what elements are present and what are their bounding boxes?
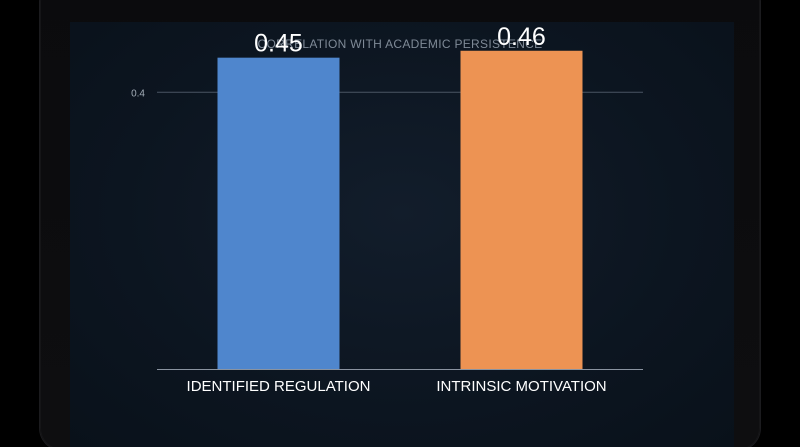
chart-title: CORRELATION WITH ACADEMIC PERSISTENCE: [257, 37, 543, 51]
y-tick-label: 0.4: [131, 88, 145, 99]
bar-2: [460, 50, 583, 370]
x-tick-label: INTRINSIC MOTIVATION: [436, 378, 606, 395]
label-layer: 0.4 0.45 IDENTIFIED REGULATION 0.46 INTRINSI…: [131, 23, 607, 395]
bar-value-label: 0.46: [497, 23, 546, 51]
bar-1: [217, 57, 340, 370]
bar-layer: [217, 50, 583, 370]
screen-area: [70, 22, 734, 447]
x-tick-label: IDENTIFIED REGULATION: [187, 378, 371, 395]
bar-value-label: 0.45: [254, 30, 303, 58]
